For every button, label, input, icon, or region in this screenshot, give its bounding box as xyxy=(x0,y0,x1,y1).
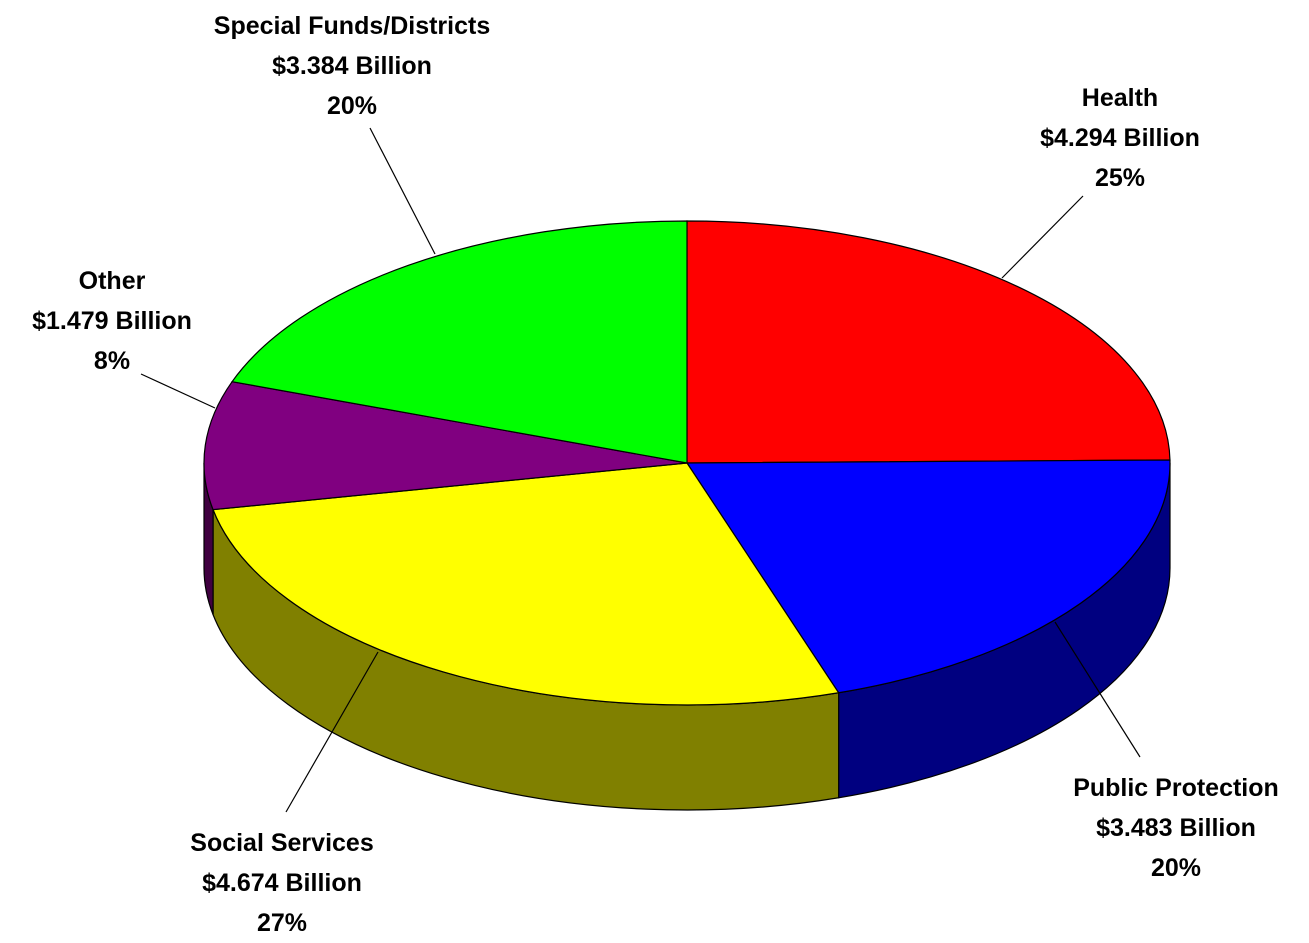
leader-line-special-funds xyxy=(369,127,436,255)
label-social-services: Social Services $4.674 Billion 27% xyxy=(190,823,373,943)
label-other: Other $1.479 Billion 8% xyxy=(32,261,192,381)
pie-slice-social-services xyxy=(212,462,840,706)
label-special-funds: Special Funds/Districts $3.384 Billion 2… xyxy=(214,6,490,126)
label-public-protection: Public Protection $3.483 Billion 20% xyxy=(1073,768,1279,888)
label-health-percent: 25% xyxy=(1094,164,1146,192)
label-health: Health $4.294 Billion 25% xyxy=(1040,78,1200,198)
label-other-amount: $1.479 Billion xyxy=(32,307,192,335)
pie-slice-health xyxy=(686,220,1171,464)
label-public-protection-percent: 20% xyxy=(1150,854,1202,882)
label-social-services-amount: $4.674 Billion xyxy=(202,869,362,897)
label-special-funds-amount: $3.384 Billion xyxy=(272,52,432,80)
leader-line-public-protection xyxy=(1054,621,1141,758)
leader-lines xyxy=(140,127,1141,813)
label-special-funds-percent: 20% xyxy=(326,92,378,120)
pie-slice-other xyxy=(203,381,688,511)
label-public-protection-name: Public Protection xyxy=(1073,774,1279,802)
pie-top xyxy=(203,220,1171,706)
label-health-amount: $4.294 Billion xyxy=(1040,124,1200,152)
leader-line-other xyxy=(140,373,216,409)
label-other-percent: 8% xyxy=(93,347,131,375)
label-other-name: Other xyxy=(78,267,146,295)
label-special-funds-name: Special Funds/Districts xyxy=(213,12,491,40)
leader-line-health xyxy=(1001,195,1084,279)
pie-slice-special-funds xyxy=(231,220,688,464)
label-social-services-name: Social Services xyxy=(190,829,374,857)
leader-line-social-services xyxy=(285,651,379,813)
label-health-name: Health xyxy=(1081,84,1159,112)
pie-slice-public-protection xyxy=(685,459,1171,694)
label-public-protection-amount: $3.483 Billion xyxy=(1096,814,1256,842)
label-social-services-percent: 27% xyxy=(256,909,308,937)
